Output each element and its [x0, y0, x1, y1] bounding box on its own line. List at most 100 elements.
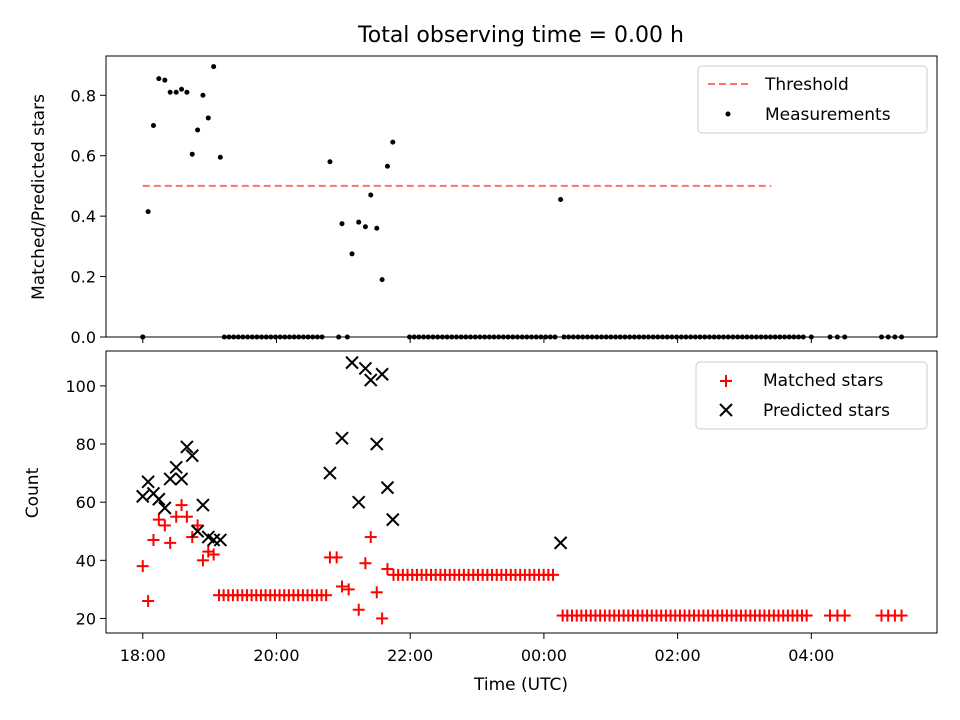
predicted-star-marker — [213, 533, 228, 547]
matched-star-marker — [547, 568, 560, 581]
measurement-point — [195, 127, 201, 133]
measurement-point — [374, 225, 380, 231]
bottom-y-tick-label: 60 — [76, 493, 96, 512]
predicted-star-marker — [136, 489, 150, 504]
legend-predicted-swatch — [719, 403, 733, 417]
predicted-star-marker — [163, 472, 177, 486]
matched-star-marker — [359, 557, 372, 570]
matched-star-marker — [370, 586, 383, 599]
predicted-star-marker — [158, 501, 172, 515]
legend-measurements-swatch — [725, 111, 731, 117]
predicted-star-marker — [375, 367, 389, 381]
x-tick-label: 02:00 — [655, 646, 701, 665]
matched-star-marker — [191, 519, 204, 532]
top-y-axis-label: Matched/Predicted stars — [29, 94, 49, 300]
matched-star-marker — [352, 603, 365, 616]
predicted-star-marker — [180, 440, 194, 454]
predicted-star-marker — [185, 448, 199, 463]
matched-star-marker — [152, 513, 165, 526]
matched-star-marker — [335, 580, 348, 593]
bottom-y-tick-label: 80 — [76, 435, 96, 454]
top-y-tick-label: 0.0 — [71, 328, 96, 347]
measurement-point — [217, 154, 223, 160]
measurement-point — [184, 89, 190, 95]
matched-star-marker — [158, 519, 171, 532]
measurement-point — [368, 192, 374, 198]
top-y-tick-label: 0.4 — [71, 207, 96, 226]
measurement-point — [173, 89, 179, 95]
bottom-y-axis-label: Count — [23, 467, 43, 518]
measurement-point — [379, 277, 385, 283]
predicted-star-marker — [352, 495, 366, 509]
matched-star-marker — [147, 533, 160, 546]
top-y-tick-label: 0.2 — [71, 268, 96, 287]
bottom-legend: Matched stars Predicted stars — [695, 361, 928, 430]
measurement-point — [356, 219, 362, 225]
matched-star-marker — [838, 609, 851, 622]
measurement-point — [162, 77, 168, 83]
top-y-tick-label: 0.8 — [71, 86, 96, 105]
legend-matched-label: Matched stars — [763, 371, 883, 391]
predicted-star-marker — [196, 498, 210, 512]
x-tick-label: 22:00 — [387, 646, 433, 665]
predicted-star-marker — [370, 437, 384, 451]
legend-threshold-label: Threshold — [764, 75, 849, 95]
x-axis-label: Time (UTC) — [473, 675, 568, 695]
matched-star-marker — [320, 589, 333, 602]
measurement-point — [150, 122, 156, 128]
bottom-y-tick-label: 40 — [76, 551, 96, 570]
measurement-point — [349, 251, 355, 257]
measurement-point — [179, 86, 185, 92]
x-tick-label: 04:00 — [788, 646, 834, 665]
x-tick-label: 18:00 — [120, 646, 166, 665]
predicted-star-marker — [190, 524, 205, 538]
measurement-point — [145, 209, 151, 215]
matched-star-marker — [376, 612, 389, 625]
predicted-star-marker — [364, 373, 378, 387]
measurement-point — [558, 197, 564, 203]
bottom-legend-box — [695, 361, 928, 430]
matched-star-marker — [180, 510, 193, 523]
predicted-star-marker — [206, 533, 221, 547]
top-legend-box — [697, 65, 928, 134]
bottom-panel: 20 40 60 80 100 18:00 20:00 22:00 00:00 02:00 04:0… — [65, 350, 938, 665]
matched-star-marker — [364, 531, 377, 544]
measurement-point — [167, 89, 173, 95]
measurement-point — [327, 159, 333, 165]
top-plot-frame — [105, 55, 938, 338]
predicted-star-marker — [345, 355, 359, 370]
measurement-point — [205, 115, 211, 121]
matched-star-marker — [196, 554, 209, 567]
matched-star-marker — [142, 595, 155, 608]
legend-measurements-label: Measurements — [765, 105, 891, 125]
x-tick-label: 20:00 — [253, 646, 299, 665]
predicted-star-marker — [169, 460, 183, 474]
predicted-star-marker — [141, 475, 155, 489]
measurement-point — [362, 224, 368, 230]
bottom-y-tick-label: 20 — [76, 609, 96, 628]
legend-matched-swatch — [720, 375, 732, 387]
matched-star-marker — [175, 499, 188, 512]
measurement-point — [390, 139, 396, 145]
matched-star-marker — [800, 609, 813, 622]
predicted-star-marker — [323, 466, 337, 480]
top-panel: 0.0 0.2 0.4 0.6 0.8 — [71, 55, 938, 347]
matched-star-marker — [207, 548, 220, 561]
predicted-star-marker — [386, 512, 400, 527]
predicted-star-marker — [335, 431, 349, 445]
measurement-point — [200, 92, 206, 98]
predicted-star-marker — [553, 536, 568, 550]
predicted-star-marker — [380, 480, 395, 495]
matched-star-marker — [202, 545, 215, 558]
predicted-star-marker — [358, 361, 373, 376]
matched-star-marker — [164, 536, 177, 549]
matched-star-marker — [330, 551, 343, 564]
matched-star-marker — [895, 609, 908, 622]
bottom-plot-frame — [105, 350, 938, 634]
top-y-tick-label: 0.6 — [71, 147, 96, 166]
measurement-point — [156, 76, 162, 82]
chart-title: Total observing time = 0.00 h — [357, 23, 684, 48]
legend-predicted-label: Predicted stars — [763, 401, 890, 421]
bottom-y-tick-label: 100 — [65, 377, 96, 396]
